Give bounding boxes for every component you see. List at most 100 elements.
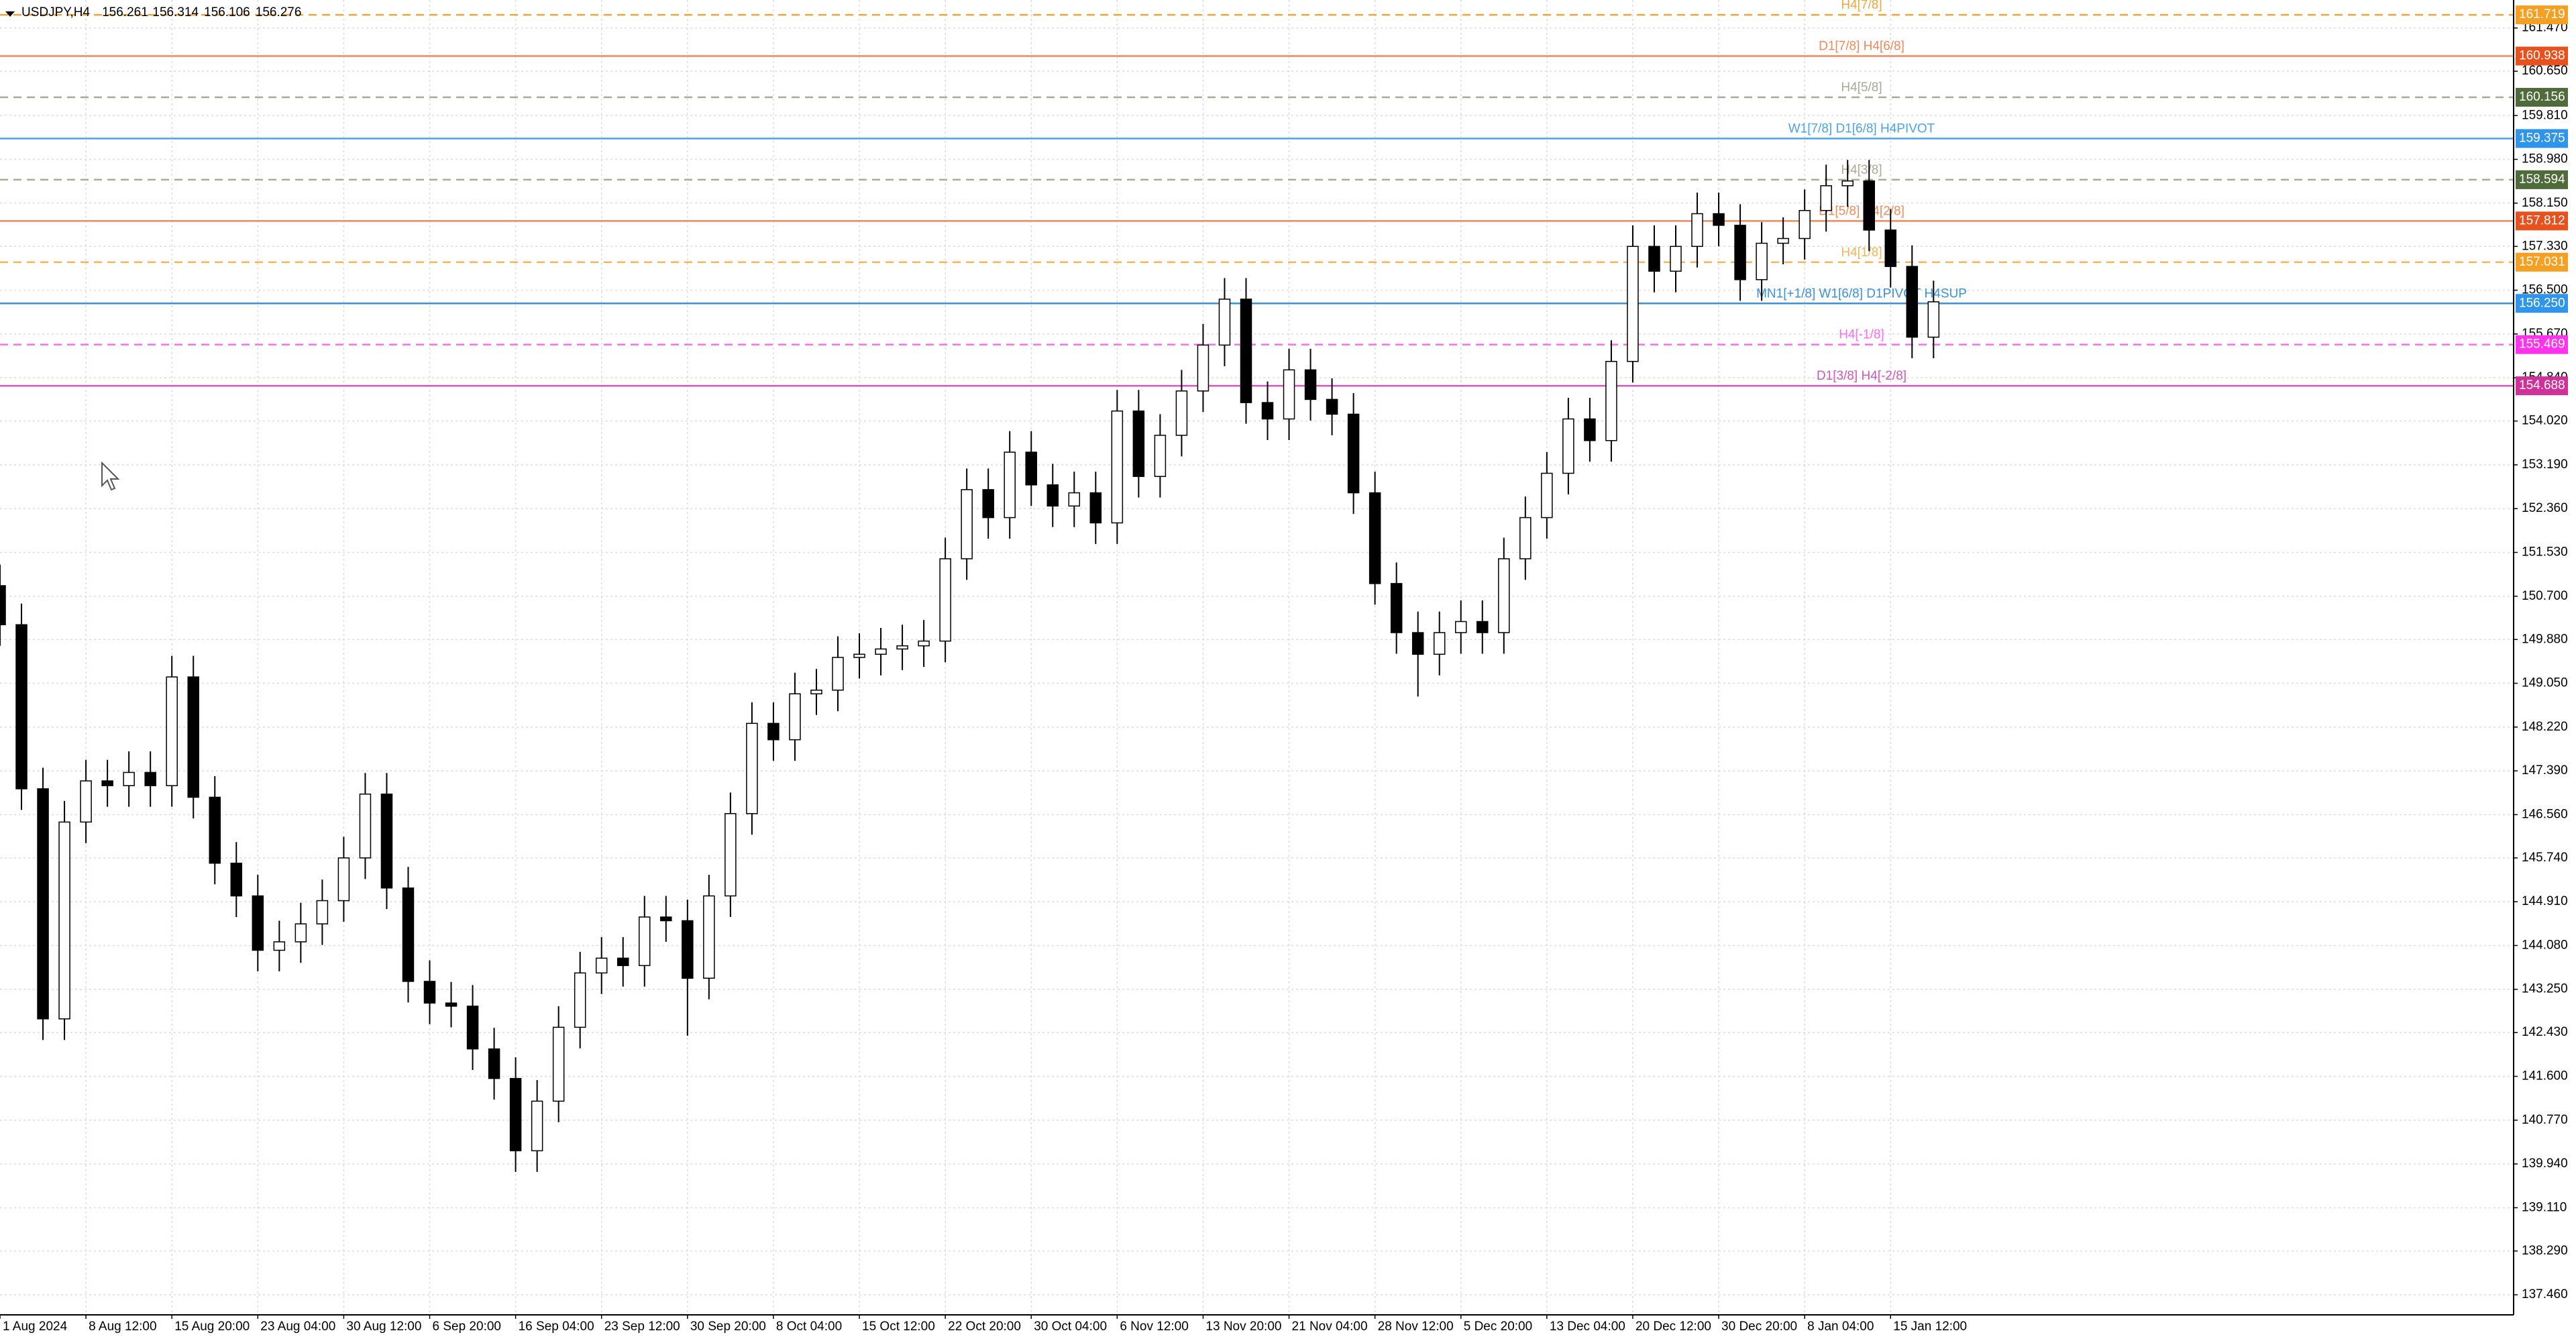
candle-body xyxy=(445,1002,458,1007)
y-tick-label: 158.150 xyxy=(2522,196,2568,210)
candle-body xyxy=(1025,451,1037,486)
header-high: 156.314 xyxy=(152,5,199,19)
level-label: H4[5/8] xyxy=(1841,81,1882,95)
candle-body xyxy=(294,923,307,943)
candle-body xyxy=(982,489,994,519)
candle-body xyxy=(1368,492,1381,584)
y-tick-label: 145.740 xyxy=(2522,851,2568,865)
candle-body xyxy=(853,653,865,658)
candle-body xyxy=(0,585,6,625)
candle-body xyxy=(423,981,436,1004)
candle-body xyxy=(810,690,822,695)
x-tick-label: 8 Jan 04:00 xyxy=(1807,1320,1874,1334)
y-tick-label: 149.050 xyxy=(2522,676,2568,690)
symbol-menu-icon[interactable] xyxy=(5,11,15,17)
price-box-label: 157.812 xyxy=(2519,213,2565,227)
candle-body xyxy=(1390,583,1403,633)
header-close: 156.276 xyxy=(256,5,302,19)
candle-body xyxy=(1884,229,1897,267)
y-tick-label: 143.250 xyxy=(2522,982,2568,996)
candle-body xyxy=(639,916,651,967)
x-tick-label: 13 Dec 04:00 xyxy=(1550,1320,1625,1334)
candle-body xyxy=(660,916,672,922)
candle-body xyxy=(1820,185,1832,211)
level-label: H4[7/8] xyxy=(1841,0,1882,12)
y-tick-label: 160.650 xyxy=(2522,64,2568,78)
price-box xyxy=(2516,335,2568,354)
y-tick-label: 141.600 xyxy=(2522,1069,2568,1083)
candle-body xyxy=(1154,435,1167,477)
candle-body xyxy=(1906,266,1919,338)
candle-body xyxy=(724,813,737,897)
candle-body xyxy=(1218,299,1231,346)
candle-body xyxy=(1498,558,1510,633)
candle-body xyxy=(1240,299,1252,403)
x-tick-label: 23 Aug 04:00 xyxy=(260,1320,335,1334)
y-tick-label: 148.220 xyxy=(2522,720,2568,734)
price-box xyxy=(2516,170,2568,189)
x-tick-label: 15 Jan 12:00 xyxy=(1893,1320,1967,1334)
candle-body xyxy=(1411,632,1424,655)
candle-body xyxy=(337,857,350,902)
candle-body xyxy=(15,624,28,790)
level-label: D1[7/8] H4[6/8] xyxy=(1819,40,1904,54)
y-tick-label: 137.460 xyxy=(2522,1287,2568,1301)
y-tick-label: 153.190 xyxy=(2522,458,2568,472)
y-tick-label: 150.700 xyxy=(2522,589,2568,603)
x-tick-label: 6 Nov 12:00 xyxy=(1120,1320,1188,1334)
y-tick-label: 139.110 xyxy=(2522,1200,2567,1214)
level-label: D1[3/8] H4[-2/8] xyxy=(1817,369,1907,383)
candle-body xyxy=(832,657,844,691)
candle-body xyxy=(1799,210,1811,239)
candle-body xyxy=(616,957,629,967)
y-tick-label: 140.770 xyxy=(2522,1113,2568,1127)
x-tick-label: 20 Dec 12:00 xyxy=(1635,1320,1711,1334)
y-tick-label: 159.810 xyxy=(2522,108,2568,122)
y-tick-label: 147.390 xyxy=(2522,763,2568,778)
x-tick-label: 30 Oct 04:00 xyxy=(1034,1320,1107,1334)
candle-body xyxy=(1347,413,1360,494)
candle-body xyxy=(1477,621,1489,633)
candle-body xyxy=(359,793,372,859)
candle-body xyxy=(1304,369,1317,400)
x-tick-label: 8 Aug 12:00 xyxy=(89,1320,156,1334)
candle-body xyxy=(1326,398,1338,415)
price-box xyxy=(2516,376,2568,396)
level-layer: H4[7/8] D1[7/8] H4[6/8] H4[5/8] W1[7/8] D1[… xyxy=(0,0,2514,387)
candle-body xyxy=(1734,225,1746,280)
price-box xyxy=(2516,129,2568,148)
candle-body xyxy=(252,895,264,951)
candle-body xyxy=(1605,361,1617,441)
price-box xyxy=(2516,5,2568,25)
candle-body xyxy=(316,900,329,924)
candle-body xyxy=(380,793,393,889)
candle-body xyxy=(918,640,930,647)
candle-body xyxy=(123,771,135,786)
candle-body xyxy=(1691,213,1703,248)
level-label: D1[5/8] H4[2/8] xyxy=(1819,204,1904,218)
price-box-label: 160.938 xyxy=(2519,49,2565,63)
level-label: W1[7/8] D1[6/8] H4PIVOT xyxy=(1788,121,1935,136)
price-box-label: 161.719 xyxy=(2519,7,2565,21)
candle-body xyxy=(187,676,199,798)
candle-body xyxy=(402,887,415,982)
header-low: 156.106 xyxy=(204,5,250,19)
candle-body xyxy=(1004,451,1016,519)
price-box xyxy=(2516,211,2568,231)
y-tick-label: 142.430 xyxy=(2522,1025,2568,1039)
candle-body xyxy=(1777,237,1789,244)
candle-body xyxy=(466,1006,479,1050)
level-label: H4[1/8] xyxy=(1841,246,1882,260)
candle-body xyxy=(682,920,694,979)
chart-header: USDJPY,H4 156.261 156.314 156.106 156.276 xyxy=(21,5,301,19)
price-box-label: 154.688 xyxy=(2519,378,2565,392)
level-label: MN1[+1/8] W1[6/8] D1PIVOT H4SUP xyxy=(1756,286,1967,301)
x-tick-label: 13 Nov 20:00 xyxy=(1205,1320,1281,1334)
candle-body xyxy=(896,645,908,650)
candle-body xyxy=(58,821,70,1020)
candle-body xyxy=(1670,246,1682,272)
candle-body xyxy=(1541,472,1553,519)
candle-body xyxy=(209,796,221,864)
candle-body xyxy=(789,693,801,741)
